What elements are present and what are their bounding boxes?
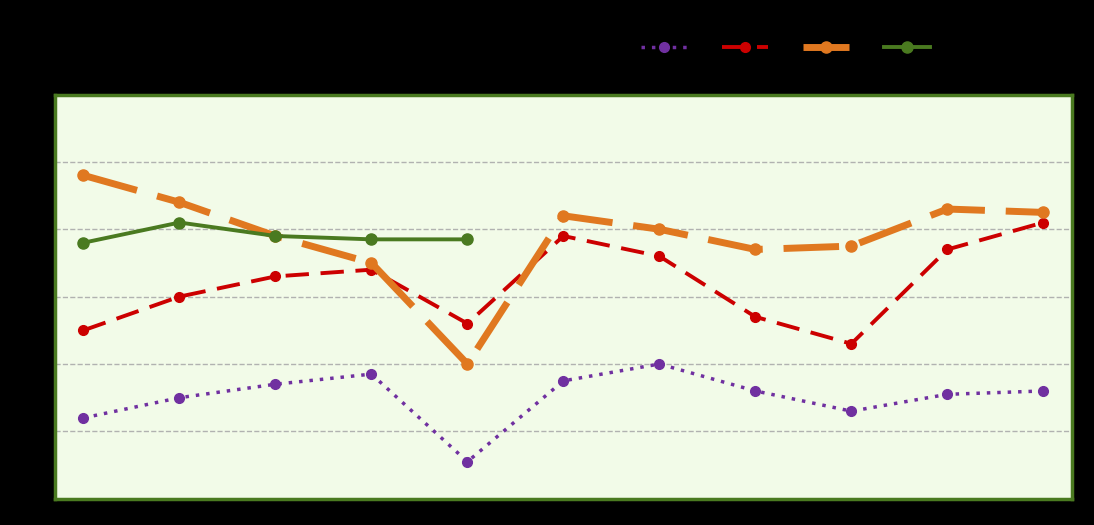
Legend: , , , : , , , xyxy=(635,34,941,61)
